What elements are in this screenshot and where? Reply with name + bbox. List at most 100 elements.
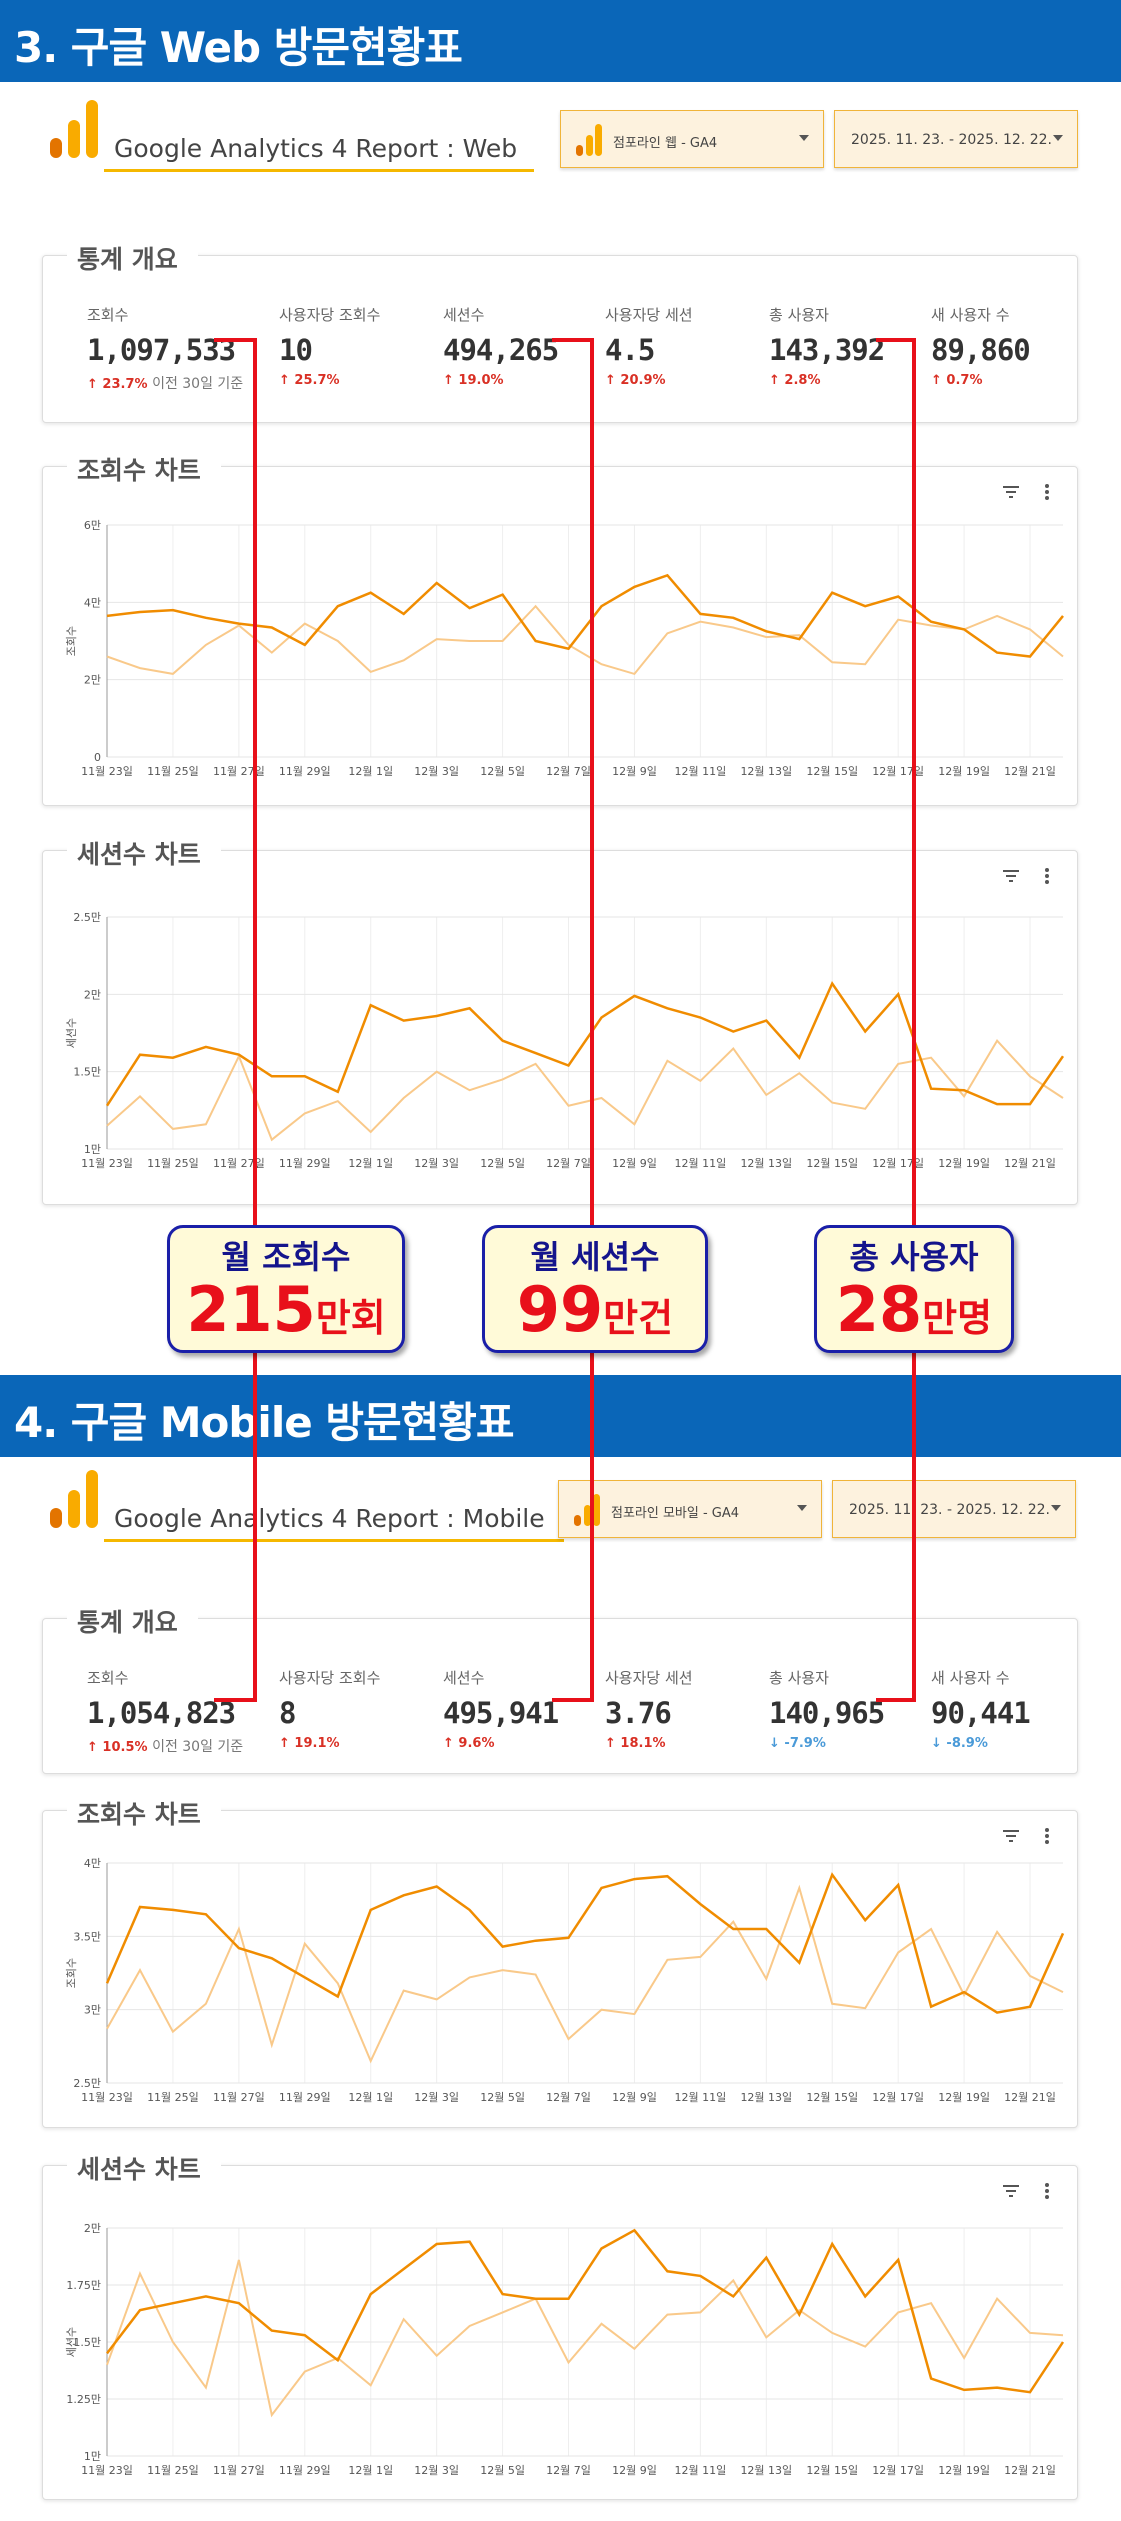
x-tick-label: 11월 25일 (147, 764, 199, 778)
x-tick-label: 11월 27일 (213, 2090, 265, 2104)
property-select[interactable]: 점포라인 웹 - GA4 (560, 110, 824, 168)
date-range-select[interactable]: 2025. 11. 23. - 2025. 12. 22. (834, 110, 1078, 168)
x-tick-label: 12월 21일 (1004, 1156, 1056, 1170)
x-tick-label: 12월 17일 (872, 2090, 924, 2104)
x-tick-label: 11월 27일 (213, 2463, 265, 2477)
more-vert-icon (1045, 484, 1049, 500)
overview-title: 통계 개요 (67, 240, 198, 276)
x-tick-label: 12월 5일 (480, 2463, 525, 2477)
x-tick-label: 12월 1일 (348, 1156, 393, 1170)
x-tick-label: 12월 11일 (675, 764, 727, 778)
more-vert-icon (1045, 868, 1049, 884)
y-tick-label: 1.75만 (66, 2279, 101, 2292)
metric-views-per-user: 사용자당 조회수 8 ↑ 19.1% (279, 1669, 381, 1751)
report-header-web: Google Analytics 4 Report : Web 점포라인 웹 -… (40, 82, 1090, 172)
x-tick-label: 11월 25일 (147, 1156, 199, 1170)
analytics-logo-icon (50, 100, 98, 158)
series-previous-line (106, 2259, 1064, 2418)
x-tick-label: 12월 17일 (872, 764, 924, 778)
arrow-up-icon: ↑ (279, 373, 295, 388)
chevron-down-icon (797, 1505, 807, 1511)
x-tick-label: 11월 27일 (213, 1156, 265, 1170)
x-tick-label: 12월 19일 (938, 2090, 990, 2104)
x-tick-label: 12월 9일 (612, 764, 657, 778)
x-tick-label: 12월 17일 (872, 2463, 924, 2477)
views-chart-card-web: 조회수 차트 0 2만 4만 6만 조회수 11월 23일 11월 25일 11월 27일 11… (42, 451, 1078, 806)
arrow-up-icon: ↑ (443, 1736, 459, 1751)
series-previous-line (106, 604, 1064, 676)
y-axis-label: 세션수 (65, 2327, 78, 2357)
arrow-down-icon: ↓ (931, 1736, 947, 1751)
x-tick-label: 12월 1일 (348, 764, 393, 778)
x-tick-label: 12월 9일 (612, 2463, 657, 2477)
property-select[interactable]: 점포라인 모바일 - GA4 (558, 1480, 822, 1538)
y-axis-label: 조회수 (65, 626, 78, 656)
y-axis-label: 조회수 (65, 1958, 78, 1988)
property-select-value: 점포라인 웹 - GA4 (613, 136, 718, 151)
x-tick-label: 11월 23일 (81, 2090, 133, 2104)
x-tick-label: 12월 1일 (348, 2463, 393, 2477)
y-tick-label: 0 (94, 751, 101, 764)
series-current-line (106, 2228, 1065, 2394)
metric-sessions: 세션수 494,265 ↑ 19.0% (443, 306, 559, 388)
sessions-chart-card-web: 세션수 차트 1만 1.5만 2만 2.5만 세션수 11월 23일 11월 25일 11월 … (42, 835, 1078, 1205)
y-tick-label: 2만 (84, 674, 101, 687)
report-title: Google Analytics 4 Report : Web (104, 134, 534, 172)
chart-title: 조회수 차트 (67, 451, 221, 487)
y-tick-label: 1.5만 (73, 1066, 101, 1079)
x-tick-label: 12월 7일 (546, 2463, 591, 2477)
chart-title: 조회수 차트 (67, 1795, 221, 1831)
metric-views: 조회수 1,097,533 ↑ 23.7% 이전 30일 기준 (87, 306, 244, 392)
y-tick-label: 2.5만 (73, 911, 101, 924)
y-tick-label: 1만 (84, 1143, 101, 1156)
x-tick-label: 12월 19일 (938, 2463, 990, 2477)
y-tick-label: 1만 (84, 2450, 101, 2463)
analytics-logo-icon (576, 124, 602, 156)
x-tick-label: 12월 3일 (414, 764, 459, 778)
metric-total-users: 총 사용자 140,965 ↓ -7.9% (769, 1669, 885, 1751)
section-heading-mobile: 4. 구글 Mobile 방문현황표 (0, 1375, 1121, 1457)
y-tick-label: 3.5만 (73, 1930, 101, 1943)
x-tick-label: 12월 13일 (740, 2090, 792, 2104)
x-tick-label: 12월 21일 (1004, 2090, 1056, 2104)
x-tick-label: 12월 15일 (806, 1156, 858, 1170)
arrow-down-icon: ↓ (769, 1736, 785, 1751)
chevron-down-icon (1053, 135, 1063, 141)
date-range-value: 2025. 11. 23. - 2025. 12. 22. (851, 132, 1052, 148)
x-tick-label: 12월 17일 (872, 1156, 924, 1170)
y-tick-label: 3만 (84, 2004, 101, 2017)
x-tick-label: 12월 3일 (414, 2463, 459, 2477)
y-tick-label: 4만 (84, 596, 101, 609)
series-current-line (105, 1872, 1065, 2014)
x-tick-label: 11월 29일 (279, 2463, 331, 2477)
x-tick-label: 12월 7일 (546, 1156, 591, 1170)
arrow-up-icon: ↑ (87, 377, 103, 392)
filter-icon (1003, 486, 1019, 498)
x-tick-label: 12월 13일 (740, 764, 792, 778)
x-tick-label: 12월 9일 (612, 2090, 657, 2104)
x-tick-label: 12월 11일 (675, 2463, 727, 2477)
callout-total-users: 총 사용자 28만명 (814, 1225, 1014, 1353)
chevron-down-icon (1051, 1505, 1061, 1511)
filter-icon (1003, 2185, 1019, 2197)
x-tick-label: 12월 1일 (348, 2090, 393, 2104)
overview-title: 통계 개요 (67, 1603, 198, 1639)
arrow-up-icon: ↑ (279, 1736, 295, 1751)
y-tick-label: 1.5만 (73, 2336, 101, 2349)
y-axis-label: 세션수 (65, 1018, 78, 1048)
x-tick-label: 12월 19일 (938, 764, 990, 778)
y-tick-label: 4만 (84, 1857, 101, 1870)
arrow-up-icon: ↑ (931, 373, 947, 388)
analytics-logo-icon (50, 1470, 98, 1528)
report-title: Google Analytics 4 Report : Mobile (104, 1504, 564, 1542)
x-tick-label: 11월 23일 (81, 2463, 133, 2477)
y-tick-label: 1.25만 (66, 2393, 101, 2406)
section-heading-web: 3. 구글 Web 방문현황표 (0, 0, 1121, 82)
overview-card-web: 통계 개요 조회수 1,097,533 ↑ 23.7% 이전 30일 기준 사용… (42, 240, 1078, 423)
x-tick-label: 12월 11일 (675, 2090, 727, 2104)
metric-sessions-per-user: 사용자당 세션 3.76 ↑ 18.1% (605, 1669, 693, 1751)
date-range-select[interactable]: 2025. 11. 23. - 2025. 12. 22. (832, 1480, 1076, 1538)
